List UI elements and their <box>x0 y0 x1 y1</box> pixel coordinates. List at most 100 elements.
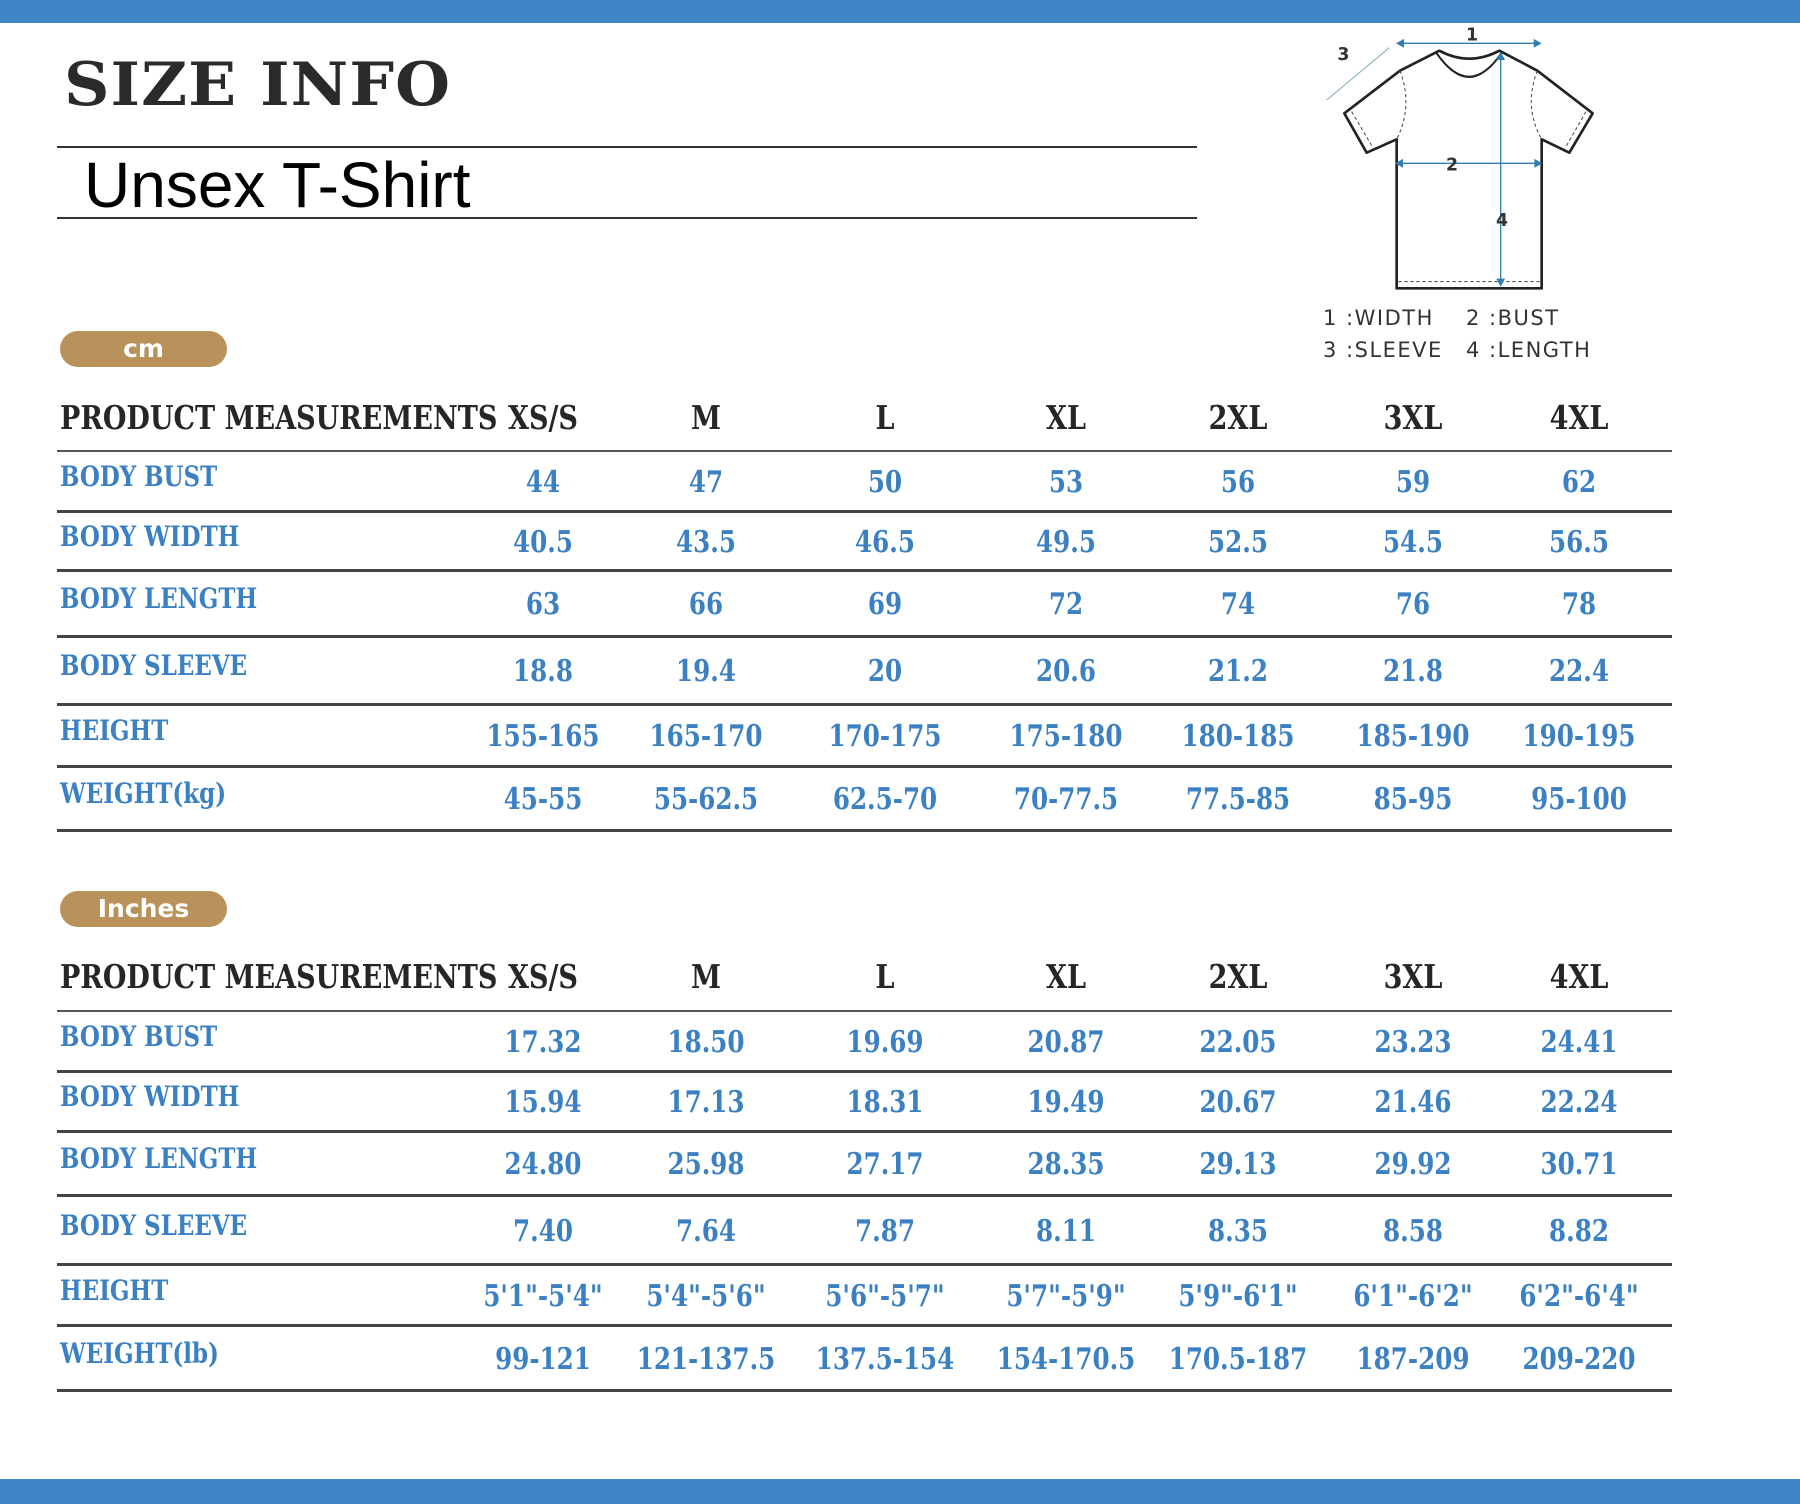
measurement-value: 20.87 <box>1019 1021 1113 1065</box>
product-subtitle: Unsex T-Shirt <box>84 149 471 221</box>
measurement-value: 40.5 <box>506 521 579 565</box>
column-header-label-text: PRODUCT MEASUREMENTS <box>60 398 498 437</box>
measurement-value: 6'1"-6'2" <box>1340 1275 1486 1319</box>
measurement-value: 121-137.5 <box>621 1338 790 1382</box>
column-header-size: L <box>873 396 896 440</box>
measurement-value-text: 20.67 <box>1199 1085 1277 1120</box>
measurement-value-text: 17.13 <box>667 1085 745 1120</box>
measurement-value-text: 23.23 <box>1374 1025 1452 1060</box>
measurement-value: 63 <box>522 583 564 627</box>
measurement-value-text: 180-185 <box>1181 719 1295 754</box>
row-label: BODY LENGTH <box>60 1137 300 1181</box>
measurement-value-text: 22.24 <box>1540 1085 1618 1120</box>
column-header-size-text: 3XL <box>1383 957 1443 996</box>
divider <box>57 217 1197 219</box>
measurement-value-text: 155-165 <box>486 719 600 754</box>
measurement-value: 78 <box>1558 583 1600 627</box>
measurement-value-text: 29.13 <box>1199 1147 1277 1182</box>
marker-1: 1 <box>1466 26 1478 46</box>
measurement-value-text: 76 <box>1395 587 1431 622</box>
measurement-value-text: 24.80 <box>504 1147 582 1182</box>
column-header-size-text: 2XL <box>1208 957 1268 996</box>
row-label-text: WEIGHT(kg) <box>60 777 227 810</box>
row-divider <box>57 829 1672 832</box>
measurement-value: 175-180 <box>997 715 1135 759</box>
row-divider <box>57 1130 1672 1133</box>
measurement-value-text: 170-175 <box>828 719 942 754</box>
column-header-size: 4XL <box>1543 955 1615 999</box>
measurement-value-text: 40.5 <box>513 524 573 560</box>
measurement-value-text: 18.31 <box>846 1085 924 1120</box>
column-header-size: XS/S <box>500 396 585 440</box>
column-header-size: 2XL <box>1202 396 1274 440</box>
measurement-value-text: 137.5-154 <box>815 1341 955 1377</box>
measurement-value-text: 21.8 <box>1383 654 1443 689</box>
measurement-value: 44 <box>522 461 564 505</box>
measurement-value: 43.5 <box>669 521 742 565</box>
measurement-value: 18.8 <box>506 650 579 694</box>
column-header-size-text: 2XL <box>1208 398 1268 437</box>
measurement-value: 7.40 <box>506 1210 579 1254</box>
column-header-size: XL <box>1042 955 1091 999</box>
measurement-value-text: 69 <box>867 587 903 622</box>
legend-width: 1 :WIDTH <box>1323 306 1434 330</box>
measurement-value-text: 187-209 <box>1356 1341 1470 1377</box>
row-label: BODY BUST <box>60 455 252 499</box>
measurement-value-text: 28.35 <box>1027 1147 1105 1182</box>
measurement-value: 18.31 <box>838 1081 932 1125</box>
measurement-value: 5'9"-6'1" <box>1165 1275 1311 1319</box>
measurement-value-text: 6'2"-6'4" <box>1519 1278 1639 1314</box>
column-header-size: 3XL <box>1377 396 1449 440</box>
row-divider <box>57 1070 1672 1073</box>
measurement-value: 25.98 <box>659 1143 753 1187</box>
row-divider <box>57 1324 1672 1327</box>
column-header-size-text: 3XL <box>1383 398 1443 437</box>
column-header-size-text: L <box>875 398 895 437</box>
column-header-size: XS/S <box>500 955 585 999</box>
measurement-value: 19.4 <box>669 650 742 694</box>
row-label-text: BODY BUST <box>60 460 218 493</box>
column-header-size-text: XS/S <box>508 398 578 437</box>
measurement-value-text: 27.17 <box>846 1147 924 1182</box>
measurement-value: 5'6"-5'7" <box>812 1275 958 1319</box>
measurement-value-text: 175-180 <box>1009 719 1123 754</box>
measurement-value-text: 8.58 <box>1383 1213 1443 1249</box>
measurement-value-text: 43.5 <box>676 524 736 560</box>
measurement-value-text: 8.35 <box>1208 1213 1268 1249</box>
measurement-value: 69 <box>864 583 906 627</box>
measurement-value: 190-195 <box>1510 715 1648 759</box>
row-label: BODY SLEEVE <box>60 1204 288 1248</box>
measurement-value: 27.17 <box>838 1143 932 1187</box>
measurement-value: 45-55 <box>495 778 591 822</box>
row-divider <box>57 1389 1672 1392</box>
row-divider <box>57 569 1672 572</box>
row-label: BODY SLEEVE <box>60 644 288 688</box>
measurement-value-text: 50 <box>867 465 903 500</box>
measurement-value: 5'4"-5'6" <box>633 1275 779 1319</box>
top-accent-bar <box>0 0 1800 23</box>
column-header-size-text: XS/S <box>508 957 578 996</box>
measurement-value-text: 154-170.5 <box>996 1341 1136 1377</box>
measurement-value-text: 5'6"-5'7" <box>825 1278 945 1314</box>
measurement-value-text: 18.8 <box>513 654 573 689</box>
measurement-value-text: 20.6 <box>1036 654 1096 689</box>
row-label-text: WEIGHT(lb) <box>60 1336 219 1370</box>
row-label-text: HEIGHT <box>60 1273 169 1307</box>
row-label: BODY WIDTH <box>60 1075 279 1119</box>
measurement-value-text: 19.4 <box>676 654 736 689</box>
measurement-value: 20.67 <box>1191 1081 1285 1125</box>
measurement-value-text: 25.98 <box>667 1147 745 1182</box>
bottom-accent-bar <box>0 1479 1800 1504</box>
row-label: WEIGHT(kg) <box>60 772 263 816</box>
measurement-value-text: 55-62.5 <box>653 782 759 817</box>
measurement-value: 56.5 <box>1542 521 1615 565</box>
measurement-value-text: 5'9"-6'1" <box>1178 1278 1298 1314</box>
row-divider <box>57 1010 1672 1012</box>
measurement-value: 21.46 <box>1366 1081 1460 1125</box>
measurement-value-text: 209-220 <box>1522 1341 1636 1377</box>
measurement-value: 7.87 <box>848 1210 921 1254</box>
marker-3: 3 <box>1337 45 1349 65</box>
measurement-value: 170-175 <box>816 715 954 759</box>
measurement-value-text: 30.71 <box>1540 1147 1618 1182</box>
measurement-value: 47 <box>685 461 727 505</box>
